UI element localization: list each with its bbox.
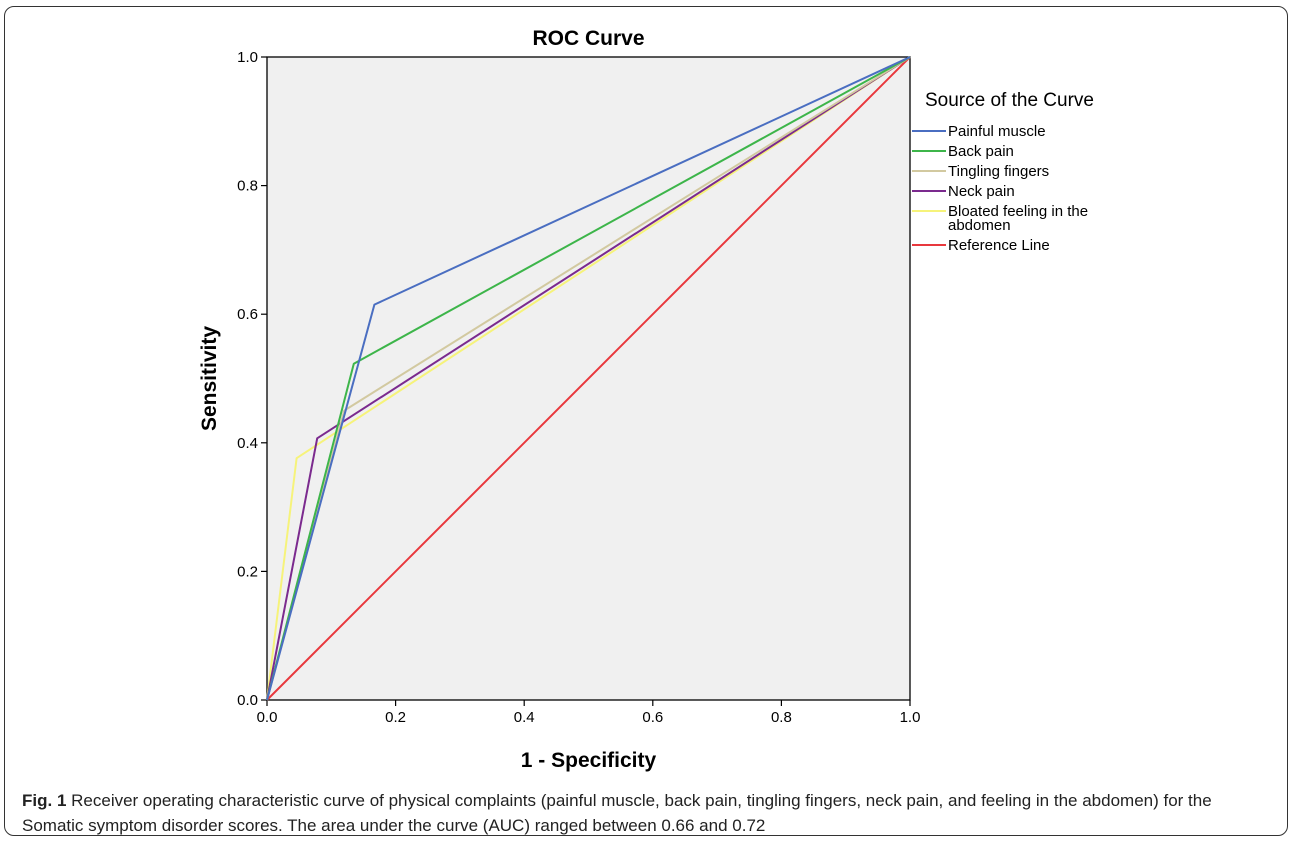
series-line-neck-pain <box>266 56 911 701</box>
series-line-reference-line <box>266 56 911 701</box>
series-line-bloated-feeling-in-the-abdomen <box>266 56 911 701</box>
axis-ticks: 0.0 0.2 0.4 0.6 0.8 1.0 0.0 0.2 0.4 0.6 0.8 1.0 <box>237 49 920 726</box>
y-tick-label: 0.0 <box>237 692 258 709</box>
legend-label-bloated-feeling-in-the-abdomen: Bloated feeling in the abdomen <box>948 203 1088 234</box>
series-line-back-pain <box>266 56 911 701</box>
x-tick-label: 0.8 <box>771 709 792 726</box>
legend-label-tingling-fingers: Tingling fingers <box>948 163 1049 180</box>
caption-label: Fig. 1 <box>22 791 67 810</box>
series-lines <box>266 56 911 701</box>
y-tick-label: 0.4 <box>237 435 258 452</box>
y-tick-label: 1.0 <box>237 49 258 66</box>
y-tick-label: 0.2 <box>237 563 258 580</box>
y-tick-label: 0.8 <box>237 178 258 195</box>
legend-title: Source of the Curve <box>925 90 1094 111</box>
x-tick-label: 0.0 <box>257 709 278 726</box>
chart-title: ROC Curve <box>532 27 644 50</box>
legend-label-reference-line: Reference Line <box>948 237 1050 254</box>
x-axis-label: 1 - Specificity <box>521 749 657 772</box>
x-tick-label: 1.0 <box>900 709 921 726</box>
legend-items: Painful muscle Back pain Tingling fingers N… <box>912 123 1088 254</box>
legend-label-neck-pain: Neck pain <box>948 183 1015 200</box>
roc-chart: ROC Curve 1 - Specificity Sensitivity 0.… <box>198 27 1094 772</box>
legend-label-painful-muscle: Painful muscle <box>948 123 1046 140</box>
series-line-painful-muscle <box>266 56 911 701</box>
figure-caption: Fig. 1 Receiver operating characteristic… <box>22 788 1272 838</box>
caption-text: Receiver operating characteristic curve … <box>22 791 1212 835</box>
x-tick-label: 0.4 <box>514 709 535 726</box>
y-axis-label: Sensitivity <box>198 326 221 431</box>
x-tick-label: 0.2 <box>385 709 406 726</box>
legend-label-back-pain: Back pain <box>948 143 1014 160</box>
figure-frame <box>4 6 1288 836</box>
y-tick-label: 0.6 <box>237 306 258 323</box>
legend: Source of the Curve Painful muscle Back p… <box>912 90 1094 254</box>
x-tick-label: 0.6 <box>642 709 663 726</box>
